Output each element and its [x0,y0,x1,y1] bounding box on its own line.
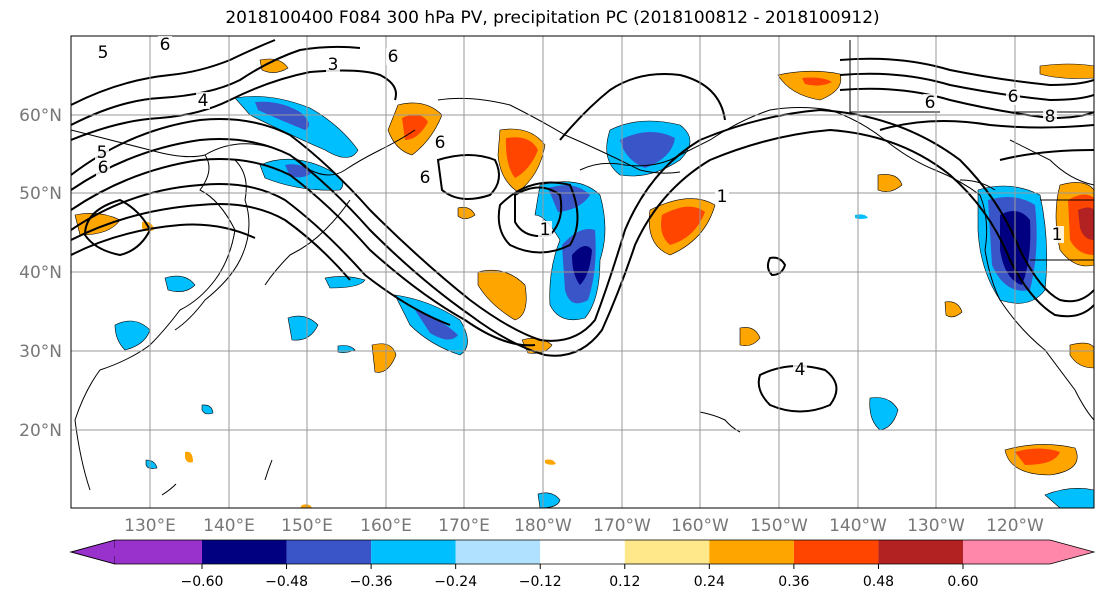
contour-label: 6 [98,158,109,178]
contour-label-bg [96,159,110,176]
contour-label: 5 [97,143,108,163]
contour-label-bg [1006,88,1020,105]
contour-label: 1 [717,187,728,207]
contour-label: 6 [1008,87,1019,107]
contour-label-bg [418,169,432,186]
colorbar-tick-label: 0.24 [694,574,725,590]
colorbar-block [371,540,456,564]
contour-label: 1 [540,220,551,240]
colorbar-block [115,540,202,564]
colorbar-tick-label: −0.24 [434,574,477,590]
contour-label-bg [96,44,110,61]
graticule [71,36,1094,508]
contour-label-bg [326,56,340,73]
contour-label: 1 [1052,225,1063,245]
colorbar-block [709,540,794,564]
contour-label: 5 [98,43,109,63]
colorbar-block [455,540,541,564]
colorbar-tick-label: 0.48 [863,574,894,590]
map-frame [70,35,1095,509]
lon-label: 180°W [514,516,572,536]
colorbar-block [624,540,710,564]
lat-label: 50°N [19,184,62,204]
contour-label-bg [386,48,400,65]
contour-label-bg [538,221,552,238]
colorbar-block [286,540,372,564]
pv-contours [71,39,1094,413]
lat-label: 60°N [19,106,62,126]
contour-label: 8 [1045,107,1056,127]
contour-label: 6 [925,93,936,113]
contour-label-bg [433,134,447,151]
contour-label: 6 [435,133,446,153]
colorbar-block [963,540,1050,564]
lon-label: 150°E [281,516,333,536]
lon-label: 130°E [124,516,176,536]
contour-label-bg [793,361,807,378]
colorbar-block [793,540,879,564]
colorbar-extend-max [1050,540,1094,564]
lon-label: 150°W [750,516,808,536]
contour-label: 6 [420,168,431,188]
lon-label: 140°E [203,516,255,536]
colorbar-tick-label: −0.36 [350,574,393,590]
colorbar-tick-label: −0.60 [181,574,224,590]
lon-label: 140°W [829,516,887,536]
contour-label-bg [196,92,210,109]
contour-label-bg [715,188,729,205]
contour-label: 4 [198,91,209,111]
colorbar-tick-label: −0.12 [519,574,562,590]
lon-label: 120°W [986,516,1044,536]
colorbar-outline [69,539,1096,565]
lon-label: 170°E [438,516,490,536]
lon-label: 170°W [593,516,651,536]
lon-label: 160°W [671,516,729,536]
colorbar-tick-label: 0.12 [609,574,640,590]
longitude-labels: 130°E 140°E 150°E 160°E 170°E 180°W 170°W 160°W… [124,516,1044,536]
contour-label-bg [1043,108,1057,125]
map-title: 2018100400 F084 300 hPa PV, precipitatio… [225,8,880,28]
colorbar-block [202,540,287,564]
lon-label: 160°E [360,516,412,536]
contour-label-bg [1050,226,1064,243]
contour-label: 4 [795,360,806,380]
colorbar-block [878,540,963,564]
contour-label: 6 [388,47,399,67]
colorbar-tick-label: 0.36 [778,574,809,590]
lon-label: 130°W [907,516,965,536]
colorbar-tick-label: 0.60 [947,574,978,590]
latitude-labels: 60°N 50°N 40°N 30°N 20°N [19,106,62,441]
lat-label: 30°N [19,342,62,362]
colorbar-block [540,540,625,564]
contour-label: 6 [160,35,171,55]
colorbar: −0.60 −0.48 −0.36 −0.24 −0.12 0.12 0.24 0.36 0.4… [69,539,1096,590]
contour-label: 3 [328,55,339,75]
contour-label-bg [95,144,109,161]
lat-label: 40°N [19,263,62,283]
contour-label-bg [158,36,172,53]
colorbar-tick-label: −0.48 [265,574,308,590]
lat-label: 20°N [19,421,62,441]
contour-label-bg [923,94,937,111]
